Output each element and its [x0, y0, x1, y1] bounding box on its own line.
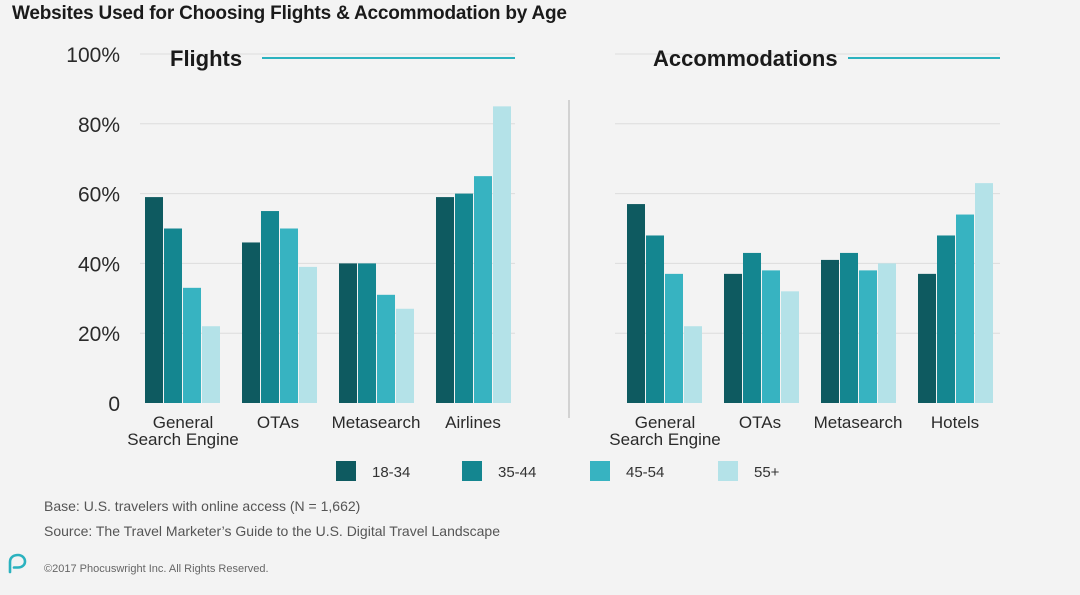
- bar-35-44-general-search-engine: [164, 228, 182, 403]
- bar-35-44-general-search-engine: [646, 235, 664, 403]
- bar-55+-general-search-engine: [684, 326, 702, 403]
- legend-swatch-45-54: [590, 461, 610, 481]
- bar-55+-airlines: [493, 106, 511, 403]
- bar-45-54-metasearch: [859, 270, 877, 403]
- page-title: Websites Used for Choosing Flights & Acc…: [12, 3, 567, 24]
- bar-18-34-general-search-engine: [145, 197, 163, 403]
- bar-55+-otas: [781, 291, 799, 403]
- y-tick-label: 0: [108, 393, 120, 416]
- bar-35-44-hotels: [937, 235, 955, 403]
- legend-label-55+: 55+: [754, 464, 780, 481]
- category-label: Metasearch: [332, 413, 421, 432]
- bar-55+-hotels: [975, 183, 993, 403]
- bar-35-44-metasearch: [840, 252, 858, 403]
- base-note: Base: U.S. travelers with online access …: [44, 498, 361, 514]
- category-label: Hotels: [931, 413, 979, 432]
- legend-label-18-34: 18-34: [372, 464, 410, 481]
- panel-title-flights: Flights: [170, 46, 242, 71]
- bar-45-54-airlines: [474, 176, 492, 403]
- bar-45-54-otas: [762, 270, 780, 403]
- bar-35-44-otas: [261, 211, 279, 403]
- bar-18-34-general-search-engine: [627, 204, 645, 403]
- bar-45-54-hotels: [956, 214, 974, 403]
- bar-45-54-general-search-engine: [183, 287, 201, 403]
- y-tick-label: 80%: [78, 114, 120, 137]
- category-label: Metasearch: [814, 413, 903, 432]
- legend-swatch-35-44: [462, 461, 482, 481]
- panel-title-accommodations: Accommodations: [653, 46, 838, 71]
- legend-swatch-55+: [718, 461, 738, 481]
- bar-18-34-hotels: [918, 273, 936, 403]
- copyright-text: ©2017 Phocuswright Inc. All Rights Reser…: [44, 563, 269, 575]
- legend-swatch-18-34: [336, 461, 356, 481]
- bar-55+-metasearch: [878, 263, 896, 403]
- bar-18-34-metasearch: [339, 263, 357, 403]
- bar-18-34-otas: [724, 273, 742, 403]
- bar-35-44-metasearch: [358, 263, 376, 403]
- bar-55+-general-search-engine: [202, 326, 220, 403]
- category-label: OTAs: [257, 413, 299, 432]
- category-label: Airlines: [445, 413, 501, 432]
- bar-45-54-metasearch: [377, 294, 395, 403]
- bar-45-54-general-search-engine: [665, 273, 683, 403]
- source-note: Source: The Travel Marketer’s Guide to t…: [44, 523, 501, 539]
- category-label: General: [635, 413, 695, 432]
- bar-55+-otas: [299, 266, 317, 403]
- bar-18-34-otas: [242, 242, 260, 403]
- y-tick-label: 100%: [66, 44, 120, 67]
- category-label: Search Engine: [127, 430, 239, 449]
- bar-18-34-airlines: [436, 197, 454, 403]
- phocuswright-logo-icon: [6, 552, 28, 581]
- bar-45-54-otas: [280, 228, 298, 403]
- category-label: Search Engine: [609, 430, 721, 449]
- bar-35-44-otas: [743, 252, 761, 403]
- y-tick-label: 60%: [78, 184, 120, 207]
- bar-35-44-airlines: [455, 193, 473, 403]
- bar-18-34-metasearch: [821, 259, 839, 403]
- legend-label-35-44: 35-44: [498, 464, 536, 481]
- legend-label-45-54: 45-54: [626, 464, 664, 481]
- bar-55+-metasearch: [396, 308, 414, 403]
- category-label: OTAs: [739, 413, 781, 432]
- category-label: General: [153, 413, 213, 432]
- y-tick-label: 20%: [78, 323, 120, 346]
- y-tick-label: 40%: [78, 253, 120, 276]
